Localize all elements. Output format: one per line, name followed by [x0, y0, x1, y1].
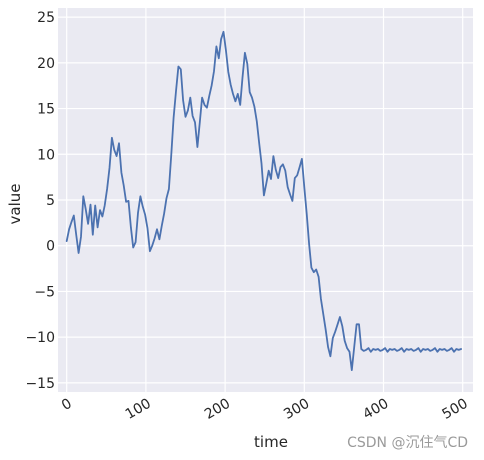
- x-axis-label: time: [254, 433, 288, 451]
- y-tick-label: 10: [37, 147, 55, 163]
- y-tick-label: 5: [46, 193, 55, 209]
- y-tick-labels: −15 −10 −5 0 5 10 15 20 25: [25, 10, 55, 392]
- grid: [58, 8, 473, 392]
- y-tick-label: −10: [25, 330, 55, 346]
- y-axis-label: value: [6, 184, 24, 225]
- x-tick-label: 100: [123, 396, 154, 423]
- watermark: CSDN @沉住气CD: [347, 435, 468, 451]
- x-tick-label: 0: [59, 396, 75, 414]
- x-tick-label: 400: [360, 396, 391, 423]
- x-tick-labels: 0 100 200 300 400 500: [59, 396, 471, 423]
- x-tick-label: 200: [202, 396, 233, 423]
- y-tick-label: 0: [46, 239, 55, 255]
- y-tick-label: 15: [37, 102, 55, 118]
- y-tick-label: −15: [25, 376, 55, 392]
- y-tick-label: 20: [37, 56, 55, 72]
- y-tick-label: −5: [34, 284, 55, 300]
- series-line: [65, 30, 462, 371]
- x-tick-label: 300: [281, 396, 312, 423]
- x-tick-label: 500: [440, 396, 471, 423]
- y-tick-label: 25: [37, 10, 55, 26]
